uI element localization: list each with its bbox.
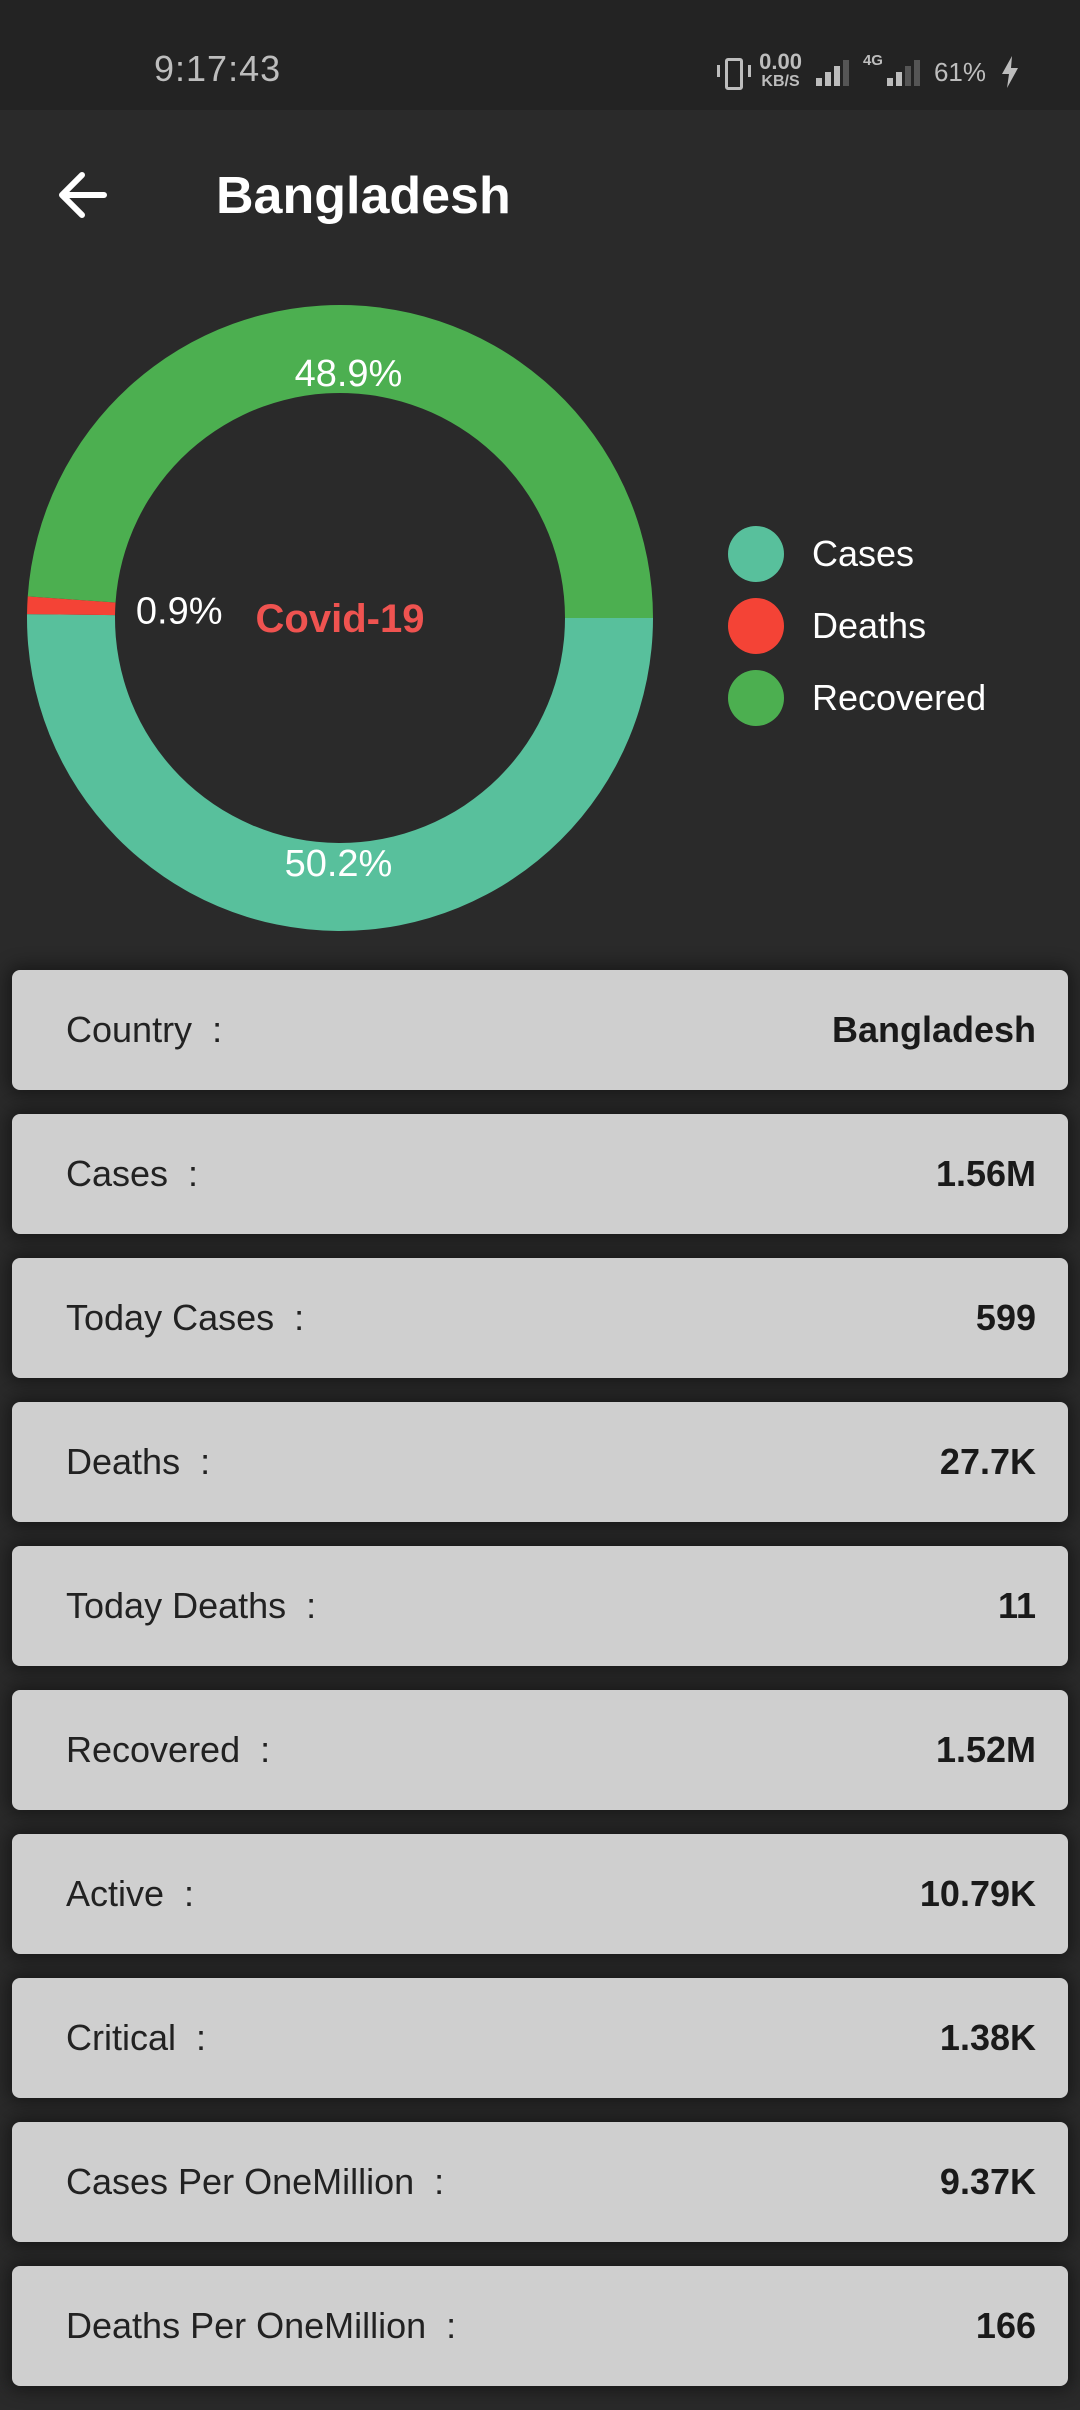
stat-label: Country <box>66 1009 193 1050</box>
network-speed: 0.00 KB/S <box>759 49 802 92</box>
stat-separator: : <box>164 1873 195 1914</box>
stat-card-deaths-per-onemillion: Deaths Per OneMillion : 166 <box>12 2266 1068 2386</box>
page-title: Bangladesh <box>216 167 511 225</box>
legend-dot-icon <box>728 670 784 726</box>
legend-item-deaths: Deaths <box>728 590 986 662</box>
legend-label: Recovered <box>812 677 987 718</box>
stat-label: Deaths Per OneMillion <box>66 2305 427 2346</box>
stat-card-today-deaths: Today Deaths : 11 <box>12 1546 1068 1666</box>
stat-label: Today Cases <box>66 1297 275 1338</box>
stat-value: 1.38K <box>939 2017 1036 2058</box>
stat-label: Today Deaths <box>66 1585 287 1626</box>
legend-label: Cases <box>812 533 915 574</box>
stat-value: 11 <box>997 1585 1036 1626</box>
stat-label-group: Cases : <box>66 1153 198 1195</box>
stat-label-group: Recovered : <box>66 1729 270 1771</box>
stat-label-group: Deaths Per OneMillion : <box>66 2305 456 2347</box>
battery-percent: 61% <box>933 56 986 87</box>
network-speed-value: 0.00 <box>759 49 802 74</box>
vibrate-icon <box>717 56 752 90</box>
stat-card-country: Country : Bangladesh <box>12 970 1068 1090</box>
donut-chart: 50.2% 0.9% 48.9% Covid-19 <box>26 305 653 931</box>
stat-value: Bangladesh <box>831 1009 1036 1050</box>
charging-icon <box>1002 56 1018 88</box>
stat-label: Recovered <box>66 1729 241 1770</box>
legend-dot-icon <box>728 526 784 582</box>
stat-label-group: Active : <box>66 1873 194 1915</box>
slice-label-cases: 50.2% <box>285 843 393 885</box>
legend-label: Deaths <box>812 605 927 646</box>
stat-separator: : <box>274 1297 305 1338</box>
app-bar: Bangladesh <box>0 110 1080 280</box>
stat-label-group: Cases Per OneMillion : <box>66 2161 444 2203</box>
stat-value: 27.7K <box>939 1441 1036 1482</box>
slice-cases <box>26 614 653 931</box>
signal-icon <box>815 58 849 86</box>
stat-label-group: Country : <box>66 1009 222 1051</box>
stat-card-cases: Cases : 1.56M <box>12 1114 1068 1234</box>
stat-label-group: Today Deaths : <box>66 1585 316 1627</box>
stat-value: 1.56M <box>935 1153 1036 1194</box>
stat-separator: : <box>168 1153 199 1194</box>
stat-value: 1.52M <box>935 1729 1036 1770</box>
slice-deaths <box>27 596 116 616</box>
stat-label: Critical <box>66 2017 177 2058</box>
stat-value: 10.79K <box>919 1873 1036 1914</box>
slice-label-recovered: 48.9% <box>295 353 403 395</box>
stat-separator: : <box>240 1729 271 1770</box>
network-speed-unit: KB/S <box>761 73 800 90</box>
slice-recovered <box>27 305 653 618</box>
stat-label: Active <box>66 1873 165 1914</box>
stat-label: Cases Per OneMillion <box>66 2161 415 2202</box>
signal-2-icon <box>886 58 920 86</box>
stat-card-recovered: Recovered : 1.52M <box>12 1690 1068 1810</box>
stat-card-deaths: Deaths : 27.7K <box>12 1402 1068 1522</box>
chart-legend: Cases Deaths Recovered <box>728 518 986 734</box>
slice-label-deaths: 0.9% <box>136 591 223 633</box>
stat-card-today-cases: Today Cases : 599 <box>12 1258 1068 1378</box>
stat-separator: : <box>180 1441 211 1482</box>
stat-separator: : <box>176 2017 207 2058</box>
stat-label: Cases <box>66 1153 169 1194</box>
stat-label-group: Critical : <box>66 2017 206 2059</box>
status-bar: 9:17:43 0.00 KB/S 4G 61% <box>0 0 1080 110</box>
stat-value: 166 <box>975 2305 1036 2346</box>
stat-separator: : <box>286 1585 317 1626</box>
stat-label: Deaths <box>66 1441 181 1482</box>
status-time: 9:17:43 <box>154 48 282 89</box>
arrow-left-icon[interactable] <box>52 165 112 225</box>
chart-area: 50.2% 0.9% 48.9% Covid-19 Cases Deaths Recove… <box>0 290 1080 950</box>
stat-separator: : <box>414 2161 445 2202</box>
status-icons: 0.00 KB/S 4G 61% <box>717 49 1020 92</box>
stats-list: Country : Bangladesh Cases : 1.56M Today Cas… <box>12 970 1068 2410</box>
chart-center-label: Covid-19 <box>256 597 425 641</box>
stat-value: 9.37K <box>939 2161 1036 2202</box>
stat-card-active: Active : 10.79K <box>12 1834 1068 1954</box>
legend-item-recovered: Recovered <box>728 662 986 734</box>
stat-card-critical: Critical : 1.38K <box>12 1978 1068 2098</box>
stat-separator: : <box>192 1009 223 1050</box>
stat-label-group: Today Cases : <box>66 1297 304 1339</box>
legend-item-cases: Cases <box>728 518 986 590</box>
legend-dot-icon <box>728 598 784 654</box>
stat-separator: : <box>426 2305 457 2346</box>
stat-label-group: Deaths : <box>66 1441 210 1483</box>
network-type: 4G <box>862 52 883 69</box>
stat-card-cases-per-onemillion: Cases Per OneMillion : 9.37K <box>12 2122 1068 2242</box>
stat-value: 599 <box>975 1297 1036 1338</box>
